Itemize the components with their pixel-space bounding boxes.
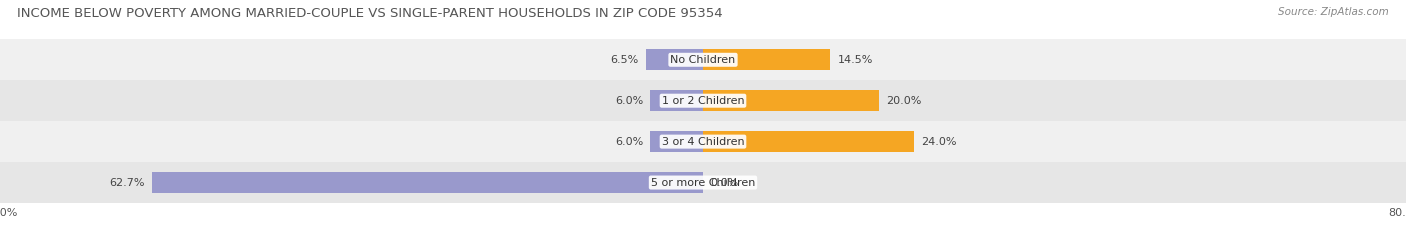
Text: 6.0%: 6.0% (614, 137, 644, 147)
Text: 24.0%: 24.0% (921, 137, 956, 147)
Text: 20.0%: 20.0% (886, 96, 921, 106)
Text: No Children: No Children (671, 55, 735, 65)
Text: 0.0%: 0.0% (710, 178, 738, 188)
Text: 5 or more Children: 5 or more Children (651, 178, 755, 188)
Bar (650, 90, 703, 111)
Bar (703, 49, 831, 70)
Bar (645, 49, 703, 70)
Text: 14.5%: 14.5% (838, 55, 873, 65)
Text: 6.0%: 6.0% (614, 96, 644, 106)
Bar (0, 39, 1406, 80)
Bar (703, 131, 914, 152)
Bar (650, 131, 703, 152)
Text: Source: ZipAtlas.com: Source: ZipAtlas.com (1278, 7, 1389, 17)
Bar (0, 80, 1406, 121)
Bar (0, 162, 1406, 203)
Text: INCOME BELOW POVERTY AMONG MARRIED-COUPLE VS SINGLE-PARENT HOUSEHOLDS IN ZIP COD: INCOME BELOW POVERTY AMONG MARRIED-COUPL… (17, 7, 723, 20)
Text: 1 or 2 Children: 1 or 2 Children (662, 96, 744, 106)
Bar (0, 121, 1406, 162)
Text: 6.5%: 6.5% (610, 55, 638, 65)
Bar (703, 90, 879, 111)
Text: 62.7%: 62.7% (110, 178, 145, 188)
Bar (152, 172, 703, 193)
Text: 3 or 4 Children: 3 or 4 Children (662, 137, 744, 147)
